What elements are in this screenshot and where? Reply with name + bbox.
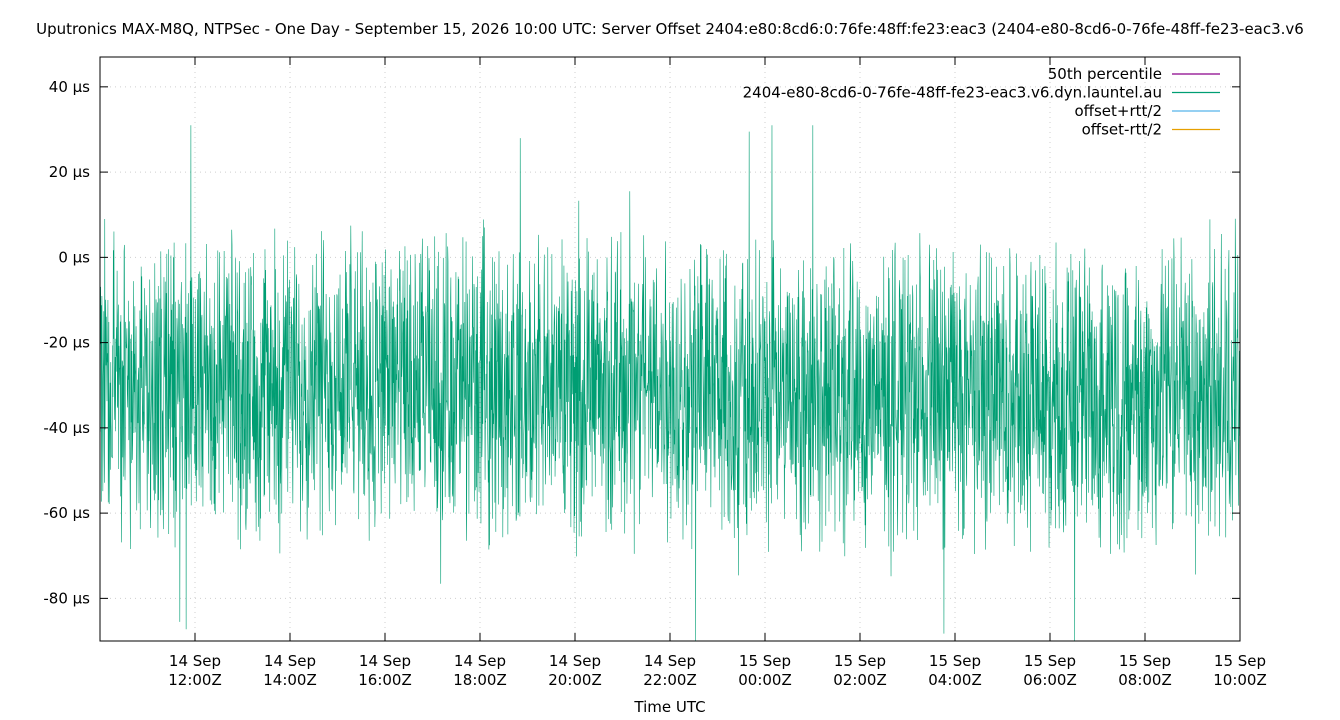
y-tick-label: 40 µs xyxy=(49,78,90,96)
x-tick-label-date: 15 Sep xyxy=(929,652,981,670)
y-tick-label: -60 µs xyxy=(43,504,90,522)
y-tick-label: -40 µs xyxy=(43,419,90,437)
x-tick-label-time: 04:00Z xyxy=(928,671,982,689)
x-tick-label-date: 14 Sep xyxy=(359,652,411,670)
legend-entry-label: offset-rtt/2 xyxy=(1082,121,1162,139)
series-line-offset xyxy=(99,125,1241,642)
y-tick-label: 20 µs xyxy=(49,163,90,181)
x-tick-label-time: 20:00Z xyxy=(548,671,602,689)
x-tick-label-time: 16:00Z xyxy=(358,671,412,689)
legend-entry-label: offset+rtt/2 xyxy=(1074,102,1162,120)
x-tick-label-time: 10:00Z xyxy=(1213,671,1267,689)
x-tick-label-date: 15 Sep xyxy=(1024,652,1076,670)
y-tick-label: -80 µs xyxy=(43,589,90,607)
legend: 50th percentile2404-e80-8cd6-0-76fe-48ff… xyxy=(743,65,1220,139)
x-tick-label-date: 14 Sep xyxy=(644,652,696,670)
chart-title: Uputronics MAX-M8Q, NTPSec - One Day - S… xyxy=(36,20,1304,38)
legend-entry-label: 2404-e80-8cd6-0-76fe-48ff-fe23-eac3.v6.d… xyxy=(743,84,1162,102)
x-tick-label-time: 14:00Z xyxy=(263,671,317,689)
x-tick-label-date: 14 Sep xyxy=(454,652,506,670)
x-tick-label-date: 15 Sep xyxy=(1119,652,1171,670)
x-tick-label-date: 15 Sep xyxy=(1214,652,1266,670)
x-tick-label-date: 14 Sep xyxy=(264,652,316,670)
x-tick-label-time: 02:00Z xyxy=(833,671,887,689)
series-layer xyxy=(99,125,1241,642)
x-tick-label-time: 18:00Z xyxy=(453,671,507,689)
x-tick-label-date: 15 Sep xyxy=(834,652,886,670)
x-tick-label-date: 14 Sep xyxy=(549,652,601,670)
x-axis-label: Time UTC xyxy=(633,698,705,716)
legend-entry-label: 50th percentile xyxy=(1048,65,1162,83)
x-tick-label-time: 22:00Z xyxy=(643,671,697,689)
y-axis: 40 µs 20 µs 0 µs -20 µs -40 µs -60 µs -80 µs xyxy=(43,78,1240,607)
x-tick-label-date: 15 Sep xyxy=(739,652,791,670)
y-tick-label: -20 µs xyxy=(43,334,90,352)
x-tick-label-time: 06:00Z xyxy=(1023,671,1077,689)
x-tick-label-date: 14 Sep xyxy=(169,652,221,670)
x-tick-label-time: 08:00Z xyxy=(1118,671,1172,689)
y-tick-label: 0 µs xyxy=(58,248,90,266)
x-tick-label-time: 00:00Z xyxy=(738,671,792,689)
x-tick-label-time: 12:00Z xyxy=(168,671,222,689)
